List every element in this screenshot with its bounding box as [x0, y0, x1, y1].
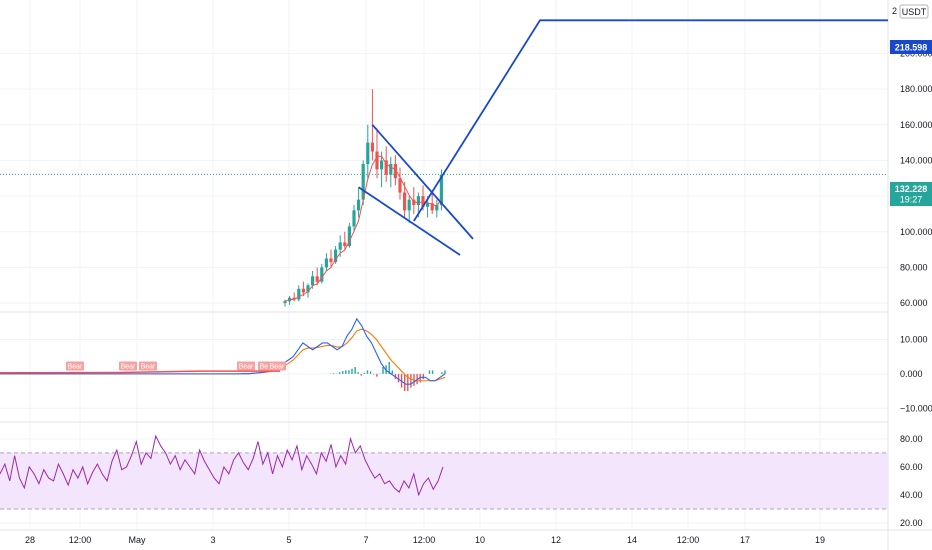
- candle-body: [329, 258, 333, 263]
- time-tick-label: 12:00: [413, 535, 436, 545]
- target-price-label: 218.598: [895, 43, 928, 53]
- price-tick-label: 80.000: [900, 262, 928, 272]
- candle-body: [435, 205, 439, 211]
- time-tick-label: 17: [740, 535, 750, 545]
- time-tick-label: 5: [286, 535, 291, 545]
- bear-label: Bear: [141, 364, 156, 371]
- bear-label: Bear: [239, 364, 254, 371]
- rsi-tick-label: 40.00: [900, 490, 923, 500]
- currency-label: USDT: [902, 7, 927, 17]
- current-price-label: 132.228: [895, 184, 928, 194]
- candle-body: [297, 288, 301, 300]
- candle-body: [334, 249, 338, 263]
- bear-label: Bear: [270, 364, 285, 371]
- candle-body: [370, 142, 374, 152]
- candle-body: [403, 192, 407, 211]
- candle-body: [352, 210, 356, 227]
- target-projection-line[interactable]: [413, 19, 888, 222]
- candle-body: [407, 199, 411, 211]
- time-tick-label: 10: [475, 535, 485, 545]
- bear-marker: [237, 361, 255, 371]
- candle-body: [283, 301, 287, 304]
- candle-body: [320, 267, 324, 282]
- currency-badge[interactable]: [899, 4, 929, 19]
- candle-body: [347, 226, 351, 247]
- candle-body: [338, 242, 342, 250]
- candle-body: [398, 178, 402, 193]
- wedge-lower-line[interactable]: [358, 186, 461, 256]
- candles: [283, 89, 443, 307]
- macd-line: [0, 317, 446, 385]
- bear-label: Bear: [68, 364, 83, 371]
- grid: [0, 0, 888, 530]
- time-tick-label: 12:00: [677, 535, 700, 545]
- rsi-tick-label: 20.00: [900, 518, 923, 528]
- time-tick-label: 3: [210, 535, 215, 545]
- wedge-upper-line[interactable]: [371, 124, 474, 240]
- rsi-tick-label: 80.00: [900, 434, 923, 444]
- candle-body: [375, 151, 379, 170]
- price-tick-label: 180.000: [900, 84, 932, 94]
- drawings[interactable]: [358, 19, 888, 256]
- candle-body: [439, 174, 443, 206]
- time-tick-label: 12: [551, 535, 561, 545]
- candle-body: [384, 160, 388, 175]
- candle-body: [389, 164, 393, 175]
- bear-marker: [268, 361, 286, 371]
- top-tick: 2: [892, 6, 897, 16]
- price-tick-label: 160.000: [900, 120, 932, 130]
- time-tick-label: 7: [363, 535, 368, 545]
- time-tick-label: 28: [25, 535, 35, 545]
- candle-body: [292, 297, 296, 300]
- candle-body: [357, 199, 361, 211]
- ma-fast-line: [284, 155, 442, 302]
- candle-body: [426, 203, 430, 207]
- candle-body: [430, 203, 434, 211]
- current-price-tag: [890, 182, 932, 206]
- candle-body: [343, 242, 347, 247]
- bear-label: Bear: [260, 364, 275, 371]
- rsi-tick-label: 60.00: [900, 462, 923, 472]
- macd-red-line: [0, 370, 280, 374]
- price-tick-label: 140.000: [900, 155, 932, 165]
- macd-tick-label: 10.000: [900, 335, 928, 345]
- candle-body: [301, 288, 305, 293]
- candle-body: [315, 276, 319, 282]
- target-price-tag: [890, 40, 932, 54]
- macd-tick-label: 0.000: [900, 369, 923, 379]
- candle-body: [324, 258, 328, 268]
- price-axis[interactable]: 60.00080.000100.000120.000140.000160.000…: [900, 48, 932, 528]
- bear-marker: [66, 361, 84, 371]
- time-tick-label: 12:00: [69, 535, 92, 545]
- candle-body: [306, 285, 310, 293]
- time-tick-label: May: [128, 535, 146, 545]
- rsi-pane: [0, 434, 444, 497]
- time-tick-label: 14: [627, 535, 637, 545]
- candle-body: [366, 142, 370, 165]
- price-tick-label: 100.000: [900, 227, 932, 237]
- candle-body: [311, 276, 315, 286]
- time-tick-label: 19: [815, 535, 825, 545]
- time-axis[interactable]: 28 12:00 May 3 5 7 12:00 10 12 14 12:00 17 19: [25, 535, 825, 545]
- countdown-label: 19:27: [900, 195, 923, 205]
- macd-tick-label: −10.000: [900, 403, 932, 413]
- rsi-band: [0, 452, 888, 509]
- price-tick-label: 60.000: [900, 298, 928, 308]
- candle-body: [380, 160, 384, 170]
- rsi-line: [0, 434, 444, 497]
- bear-marker: [139, 361, 157, 371]
- moving-averages: [284, 155, 442, 302]
- candle-body: [393, 164, 397, 179]
- bear-marker: [119, 361, 137, 371]
- candle-body: [361, 164, 365, 200]
- candle-body: [416, 196, 420, 206]
- bear-label: Bear: [121, 364, 136, 371]
